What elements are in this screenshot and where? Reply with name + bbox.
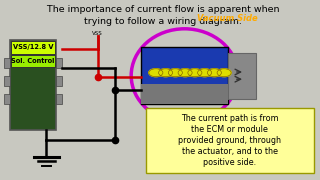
FancyBboxPatch shape bbox=[228, 53, 256, 99]
FancyBboxPatch shape bbox=[4, 94, 10, 104]
Text: Component Side: Component Side bbox=[194, 128, 272, 137]
Text: The current path is from
the ECM or module
provided ground, through
the actuator: The current path is from the ECM or modu… bbox=[178, 114, 281, 167]
FancyBboxPatch shape bbox=[11, 55, 55, 68]
FancyBboxPatch shape bbox=[4, 76, 10, 86]
FancyBboxPatch shape bbox=[11, 40, 55, 54]
Circle shape bbox=[188, 69, 202, 77]
Circle shape bbox=[197, 69, 212, 77]
FancyBboxPatch shape bbox=[56, 94, 62, 104]
Circle shape bbox=[158, 69, 172, 77]
Circle shape bbox=[178, 69, 192, 77]
FancyBboxPatch shape bbox=[10, 40, 56, 130]
FancyBboxPatch shape bbox=[146, 108, 314, 173]
Text: The importance of current flow is apparent when
  trying to follow a wiring diag: The importance of current flow is appare… bbox=[41, 5, 279, 26]
FancyBboxPatch shape bbox=[56, 76, 62, 86]
Text: Vacuum Side: Vacuum Side bbox=[197, 14, 258, 23]
FancyBboxPatch shape bbox=[4, 58, 10, 68]
Circle shape bbox=[168, 69, 182, 77]
Text: Sol. Control: Sol. Control bbox=[11, 58, 54, 64]
FancyBboxPatch shape bbox=[141, 84, 228, 104]
Text: VSS: VSS bbox=[92, 31, 103, 36]
Circle shape bbox=[217, 69, 231, 77]
FancyBboxPatch shape bbox=[141, 47, 228, 104]
Circle shape bbox=[149, 69, 163, 77]
Circle shape bbox=[207, 69, 221, 77]
Text: VSS/12.8 V: VSS/12.8 V bbox=[12, 44, 53, 50]
FancyBboxPatch shape bbox=[56, 58, 62, 68]
